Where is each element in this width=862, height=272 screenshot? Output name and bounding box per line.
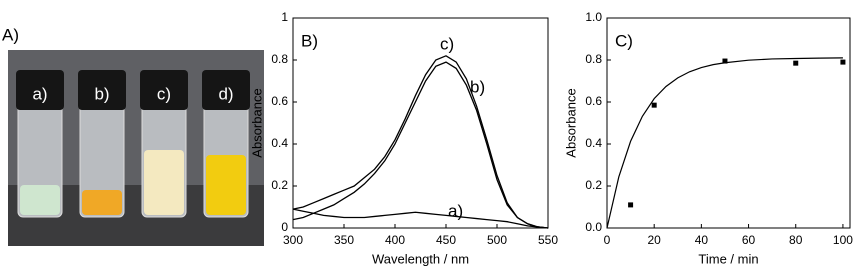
x-tick-label: 500 — [487, 233, 507, 247]
panel-label: C) — [615, 31, 633, 50]
x-tick-label: 450 — [436, 233, 456, 247]
spectrum-line — [292, 208, 549, 229]
panel-label: A) — [2, 25, 19, 44]
vial-cap — [202, 70, 250, 110]
vial-label: d) — [218, 84, 233, 103]
vial-liquid — [144, 150, 184, 215]
plot-frame — [606, 17, 851, 229]
vial-label: c) — [157, 84, 171, 103]
x-tick-label: 20 — [648, 233, 662, 247]
vial-cap — [16, 70, 64, 110]
x-axis-label: Wavelength / nm — [372, 251, 469, 266]
vial-label: b) — [94, 84, 109, 103]
vial-cap — [140, 70, 188, 110]
x-tick-label: 550 — [538, 233, 558, 247]
vial-liquid — [206, 155, 246, 215]
y-tick-label: 0.8 — [585, 52, 602, 66]
data-point — [840, 59, 846, 65]
x-tick-label: 350 — [334, 233, 354, 247]
y-tick-label: 0.8 — [271, 52, 288, 66]
series-label: b) — [470, 77, 485, 96]
vial-cap — [78, 70, 126, 110]
panel-label: B) — [301, 31, 318, 50]
y-tick-label: 0.6 — [585, 94, 602, 108]
x-tick-label: 100 — [833, 233, 853, 247]
y-tick-label: 1.0 — [585, 10, 602, 24]
vial-liquid — [82, 190, 122, 215]
y-tick-label: 0.4 — [271, 136, 288, 150]
x-tick-label: 400 — [385, 233, 405, 247]
data-point — [651, 102, 657, 108]
data-point — [793, 60, 799, 66]
y-tick-label: 0.2 — [271, 178, 288, 192]
x-tick-label: 80 — [789, 233, 803, 247]
series-label: c) — [440, 34, 454, 53]
spectrum-line — [292, 55, 549, 229]
vial-liquid — [20, 185, 60, 215]
y-tick-label: 0.6 — [271, 94, 288, 108]
y-axis-label: Absorbance — [249, 88, 264, 157]
y-axis-label: Absorbance — [563, 88, 578, 157]
data-point — [628, 202, 634, 208]
x-tick-label: 60 — [742, 233, 756, 247]
x-tick-label: 40 — [695, 233, 709, 247]
x-axis-label: Time / min — [698, 251, 758, 266]
vial-label: a) — [32, 84, 47, 103]
y-tick-label: 0.4 — [585, 136, 602, 150]
x-tick-label: 0 — [604, 233, 611, 247]
spectrum-line — [292, 61, 549, 229]
y-tick-label: 1 — [281, 10, 288, 24]
fit-curve — [606, 57, 843, 229]
series-label: a) — [448, 201, 463, 220]
plot-frame — [292, 17, 549, 229]
data-point — [722, 58, 728, 64]
y-tick-label: 0.0 — [585, 220, 602, 234]
x-tick-label: 300 — [283, 233, 303, 247]
y-tick-label: 0 — [281, 220, 288, 234]
y-tick-label: 0.2 — [585, 178, 602, 192]
